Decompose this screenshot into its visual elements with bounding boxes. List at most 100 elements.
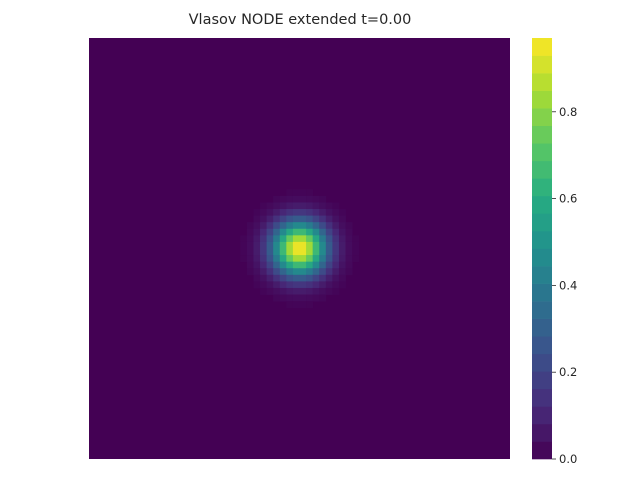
heatmap-cell [345,228,353,236]
heatmap-cell [253,248,261,256]
colorbar-segment [532,336,552,355]
heatmap-cell [312,228,320,236]
colorbar-tick-label: 0.0 [559,452,577,466]
heatmap-cell [312,287,320,295]
heatmap-cell [306,287,314,295]
heatmap-cell [352,248,360,256]
heatmap-cell [306,202,314,210]
heatmap-cell [299,301,307,309]
colorbar-segment [532,213,552,232]
heatmap-cell [279,281,287,289]
heatmap-cell [266,209,274,217]
heatmap-cell [325,209,333,217]
heatmap-cell [273,209,281,217]
heatmap-cell [332,202,340,210]
colorbar-tick-label: 0.2 [559,365,577,379]
heatmap-cell [246,255,254,263]
heatmap-cell [338,274,346,282]
heatmap-cell [253,235,261,243]
colorbar-segment [532,248,552,267]
heatmap-cell [286,294,294,302]
heatmap-cell [306,228,314,236]
heatmap-cell [273,255,281,263]
heatmap-cell [240,248,248,256]
heatmap-cell [253,241,261,249]
heatmap-cell [306,281,314,289]
heatmap-cell [325,241,333,249]
heatmap-cell [299,248,307,256]
heatmap-cell [292,222,300,230]
colorbar-segment [532,178,552,197]
heatmap-cell [292,189,300,197]
heatmap-cell [260,261,268,269]
heatmap-cell [273,287,281,295]
heatmap-cell [332,209,340,217]
heatmap-cell [260,268,268,276]
heatmap-cell [253,255,261,263]
heatmap-cell [260,255,268,263]
heatmap-cell [325,215,333,223]
heatmap-cell [260,281,268,289]
heatmap-cell [240,241,248,249]
heatmap-cell [299,241,307,249]
heatmap-cell [299,274,307,282]
heatmap-cell [312,261,320,269]
colorbar-tick-label: 0.6 [559,192,577,206]
heatmap-cell [266,255,274,263]
colorbar-segment [532,108,552,127]
heatmap-cell [325,261,333,269]
heatmap-cell [299,228,307,236]
heatmap-cell [352,255,360,263]
colorbar-segment [532,318,552,337]
heatmap-cell [312,294,320,302]
heatmap-cell [332,222,340,230]
heatmap-cell [338,235,346,243]
heatmap-cell [338,215,346,223]
heatmap-cell [306,261,314,269]
colorbar-segment [532,388,552,407]
heatmap-cell [279,241,287,249]
heatmap-cell [279,255,287,263]
heatmap-cell [319,287,327,295]
heatmap-cell [306,274,314,282]
heatmap-cell [325,235,333,243]
heatmap-cell [325,268,333,276]
heatmap-cell [266,222,274,230]
colorbar-segment [532,423,552,442]
heatmap-cell [286,255,294,263]
heatmap-cell [325,202,333,210]
heatmap-cell [266,261,274,269]
heatmap-cell [332,248,340,256]
heatmap-cell [292,287,300,295]
heatmap-cell [279,261,287,269]
heatmap-cell [286,281,294,289]
heatmap-cell [279,235,287,243]
heatmap-cell [279,195,287,203]
heatmap-cell [332,268,340,276]
heatmap-cell [312,209,320,217]
heatmap-cell [332,255,340,263]
heatmap-cell [319,248,327,256]
heatmap-cell [240,255,248,263]
heatmap-cell [312,241,320,249]
heatmap-cell [345,222,353,230]
heatmap-cell [332,228,340,236]
heatmap-cell [332,215,340,223]
colorbar-segment [532,160,552,179]
heatmap-cell [292,195,300,203]
heatmap-cell [306,215,314,223]
heatmap-cell [319,294,327,302]
colorbar-segment [532,38,552,56]
heatmap-cell [306,255,314,263]
heatmap-cell [338,228,346,236]
heatmap-cell [319,222,327,230]
heatmap-cell [260,241,268,249]
heatmap-cell [312,222,320,230]
heatmap-cell [319,235,327,243]
heatmap-cell [253,281,261,289]
heatmap-cell [273,294,281,302]
heatmap-cell [273,228,281,236]
heatmap-cell [266,274,274,282]
heatmap-cell [332,241,340,249]
heatmap-cell [266,202,274,210]
